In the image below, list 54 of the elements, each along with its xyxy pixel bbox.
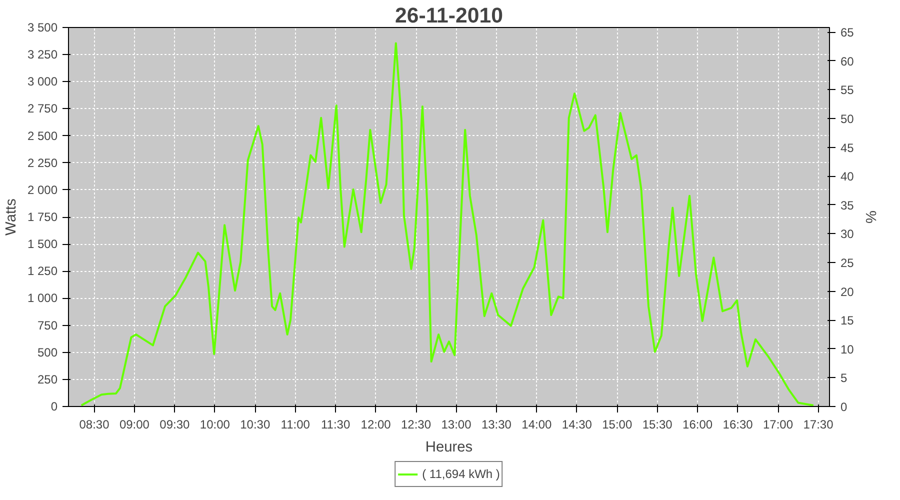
legend-label: ( 11,694 kWh ) bbox=[422, 467, 500, 481]
y-tick-label: 750 bbox=[37, 318, 58, 332]
x-tick-label: 12:00 bbox=[360, 418, 392, 432]
y2-tick-label: 55 bbox=[840, 83, 854, 98]
y2-tick-label: 0 bbox=[840, 400, 848, 414]
x-tick-label: 10:00 bbox=[200, 418, 230, 432]
x-tick-label: 11:30 bbox=[321, 418, 350, 432]
y-tick-label: 3 250 bbox=[27, 48, 58, 62]
y-tick-label: 3 000 bbox=[27, 74, 58, 89]
y2-tick-label: 65 bbox=[840, 26, 854, 40]
x-tick-label: 12:30 bbox=[401, 418, 432, 432]
y2-tick-label: 50 bbox=[840, 112, 854, 126]
x-tick-label: 15:30 bbox=[642, 418, 673, 432]
y2-tick-label: 20 bbox=[840, 284, 854, 299]
y-tick-label: 1 250 bbox=[27, 264, 58, 278]
y-tick-label: 1 500 bbox=[27, 237, 58, 252]
x-tick-label: 09:30 bbox=[160, 418, 190, 432]
x-tick-label: 11:00 bbox=[280, 418, 310, 432]
x-axis-title: Heures bbox=[425, 440, 473, 456]
y2-tick-label: 25 bbox=[840, 256, 854, 270]
x-tick-label: 13:00 bbox=[441, 418, 472, 432]
x-tick-label: 14:00 bbox=[522, 418, 552, 432]
y-tick-label: 2 250 bbox=[27, 156, 58, 170]
x-tick-label: 16:30 bbox=[722, 418, 754, 432]
y2-tick-label: 60 bbox=[840, 54, 854, 68]
x-tick-label: 17:30 bbox=[803, 418, 834, 432]
y-tick-label: 500 bbox=[37, 345, 58, 360]
x-tick-label: 08:30 bbox=[79, 418, 110, 432]
x-tick-label: 10:30 bbox=[240, 418, 270, 432]
y-axis-title: Watts bbox=[3, 198, 20, 236]
y-tick-label: 2 750 bbox=[27, 102, 58, 116]
y2-tick-label: 15 bbox=[840, 314, 854, 328]
line-series bbox=[80, 42, 814, 406]
y-tick-label: 250 bbox=[37, 372, 58, 386]
y-tick-label: 1 000 bbox=[27, 291, 58, 306]
y2-tick-label: 45 bbox=[840, 140, 854, 155]
y2-tick-label: 5 bbox=[840, 371, 848, 386]
y2-tick-label: 40 bbox=[840, 170, 854, 184]
y2-tick-label: 35 bbox=[840, 198, 854, 212]
y-tick-label: 0 bbox=[50, 400, 58, 414]
y-tick-label: 3 500 bbox=[27, 20, 58, 34]
x-tick-label: 17:00 bbox=[763, 418, 794, 432]
y2-axis-title: % bbox=[862, 210, 878, 224]
x-tick-label: 14:30 bbox=[562, 418, 592, 432]
y2-tick-label: 10 bbox=[840, 342, 854, 356]
chart-title: 26-11-2010 bbox=[395, 4, 503, 28]
y-tick-label: 1 750 bbox=[27, 210, 58, 224]
x-tick-label: 16:00 bbox=[682, 418, 713, 432]
x-tick-label: 09:00 bbox=[119, 418, 150, 432]
x-tick-label: 15:00 bbox=[602, 418, 632, 432]
y2-tick-label: 30 bbox=[840, 227, 854, 242]
x-tick-label: 13:30 bbox=[481, 418, 512, 432]
y-tick-label: 2 000 bbox=[27, 182, 58, 197]
y-tick-label: 2 500 bbox=[27, 128, 58, 143]
